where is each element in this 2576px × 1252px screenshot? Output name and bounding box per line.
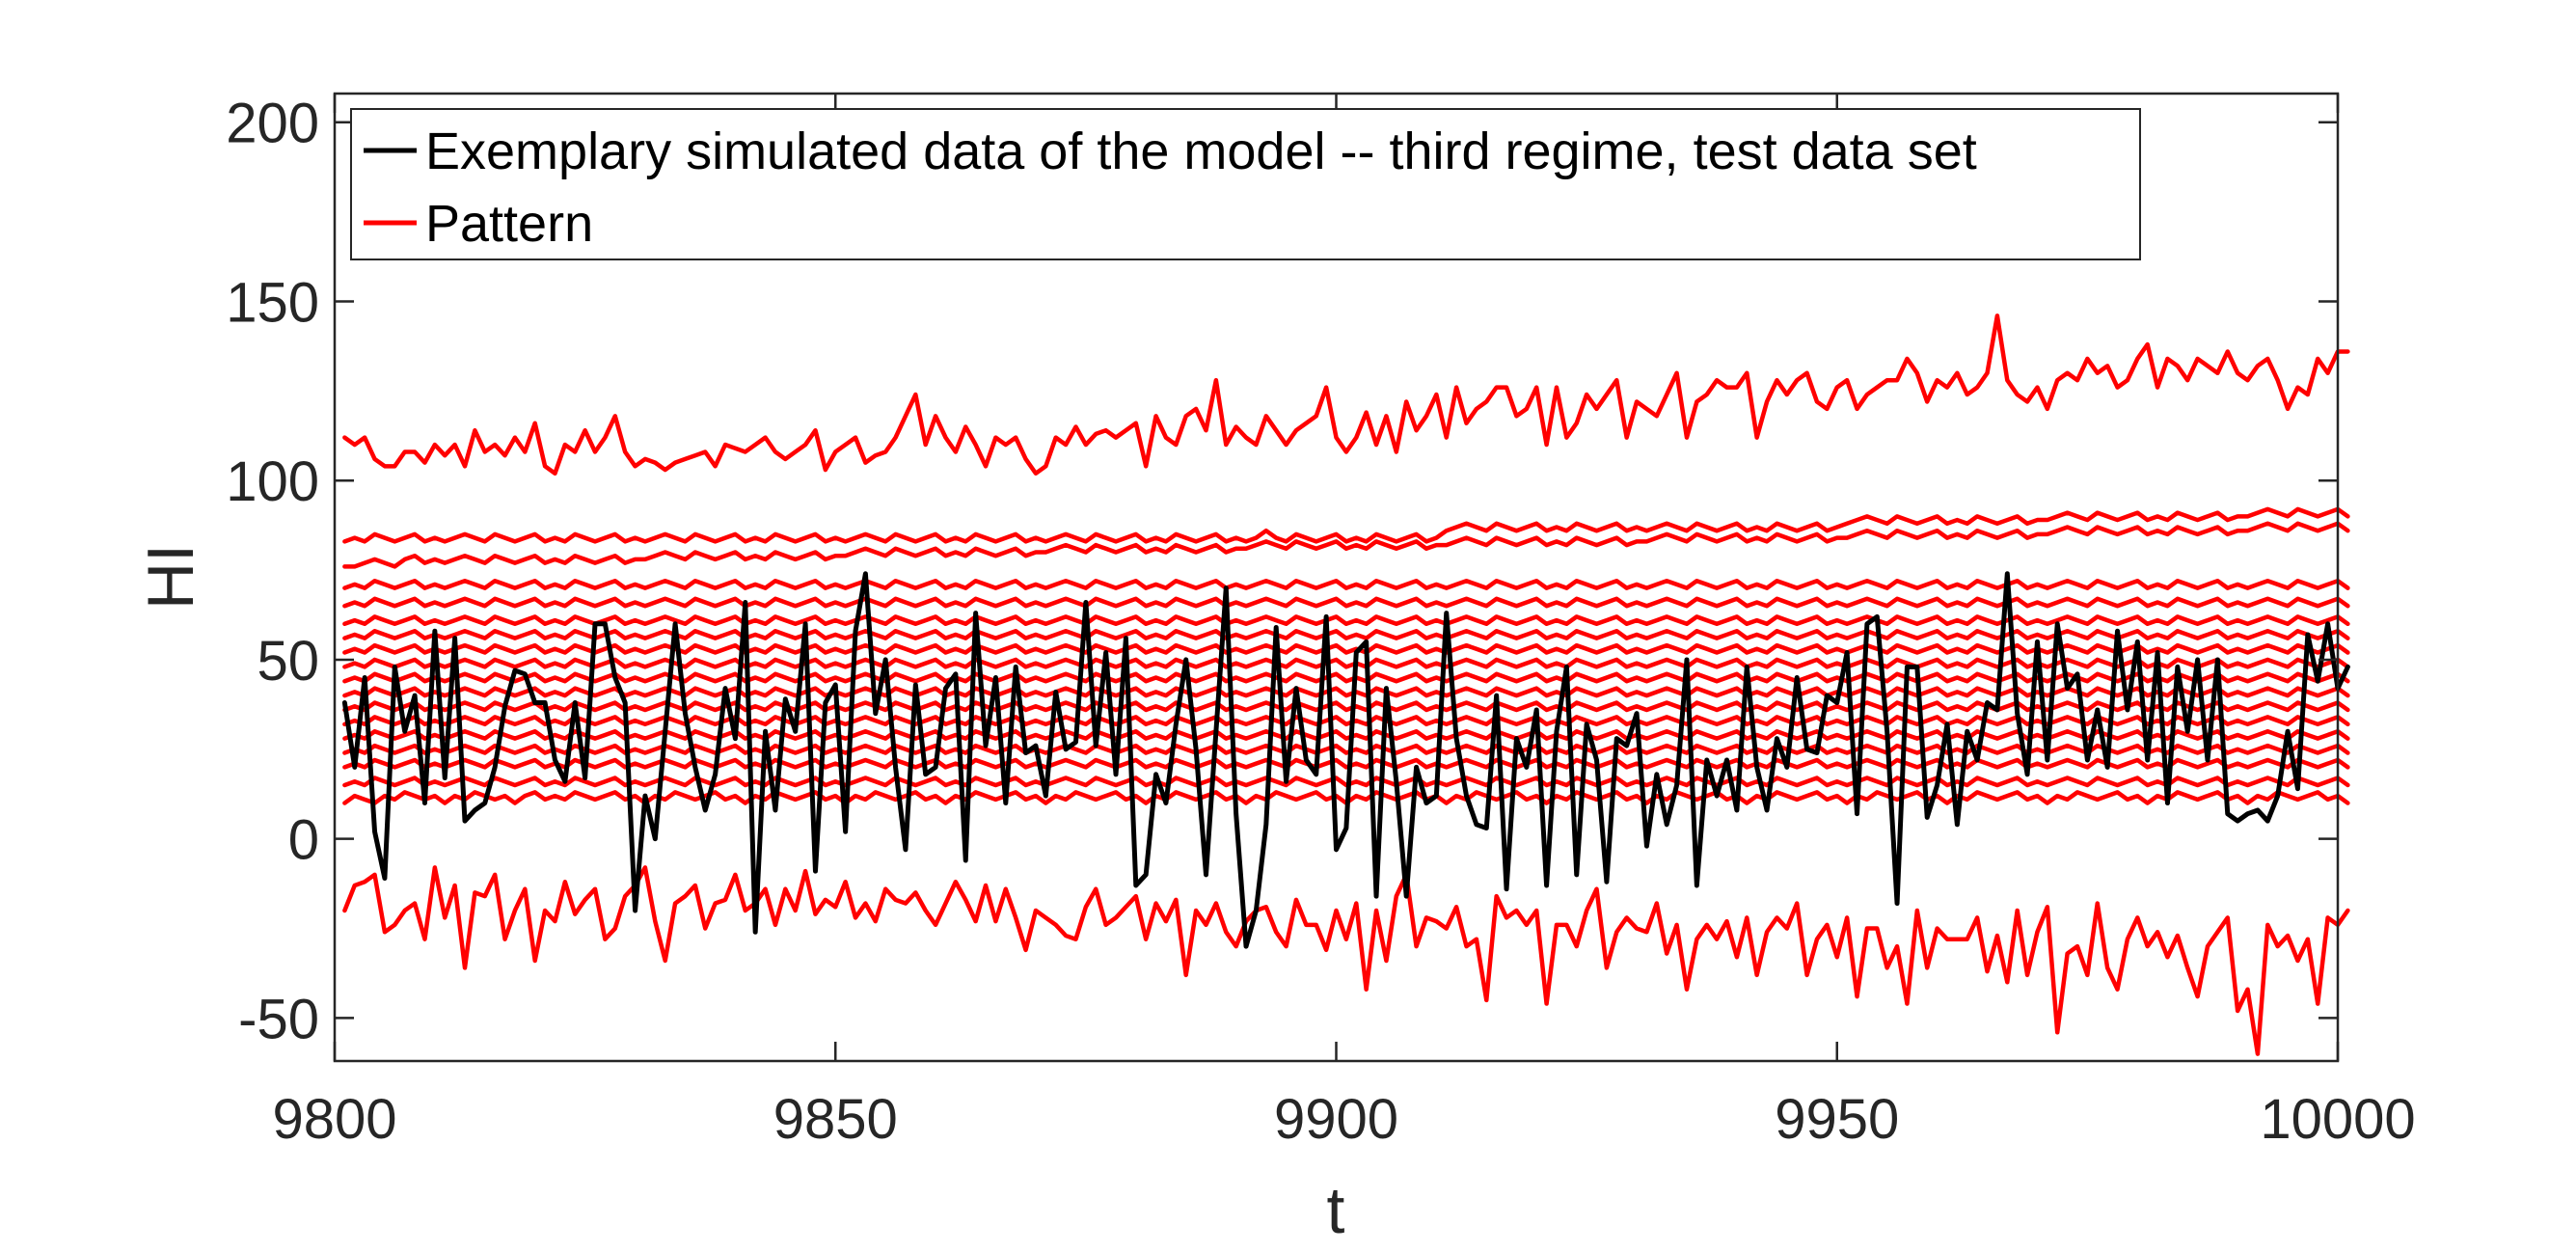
pattern-line-7 bbox=[342, 728, 2350, 741]
x-tick-label: 10000 bbox=[2260, 1088, 2415, 1151]
legend-box bbox=[350, 108, 2141, 260]
y-tick-label: 50 bbox=[257, 630, 319, 693]
pattern-line-4 bbox=[342, 776, 2350, 788]
legend-label-simulated: Exemplary simulated data of the model --… bbox=[425, 122, 1977, 180]
y-axis-label: HI bbox=[134, 544, 207, 610]
legend-label-pattern: Pattern bbox=[425, 195, 593, 253]
y-tick-label: -50 bbox=[238, 988, 319, 1050]
pattern-line-9 bbox=[342, 700, 2350, 713]
y-tick-label: 0 bbox=[288, 809, 319, 872]
simulated-line bbox=[341, 571, 2350, 949]
legend: Exemplary simulated data of the model --… bbox=[350, 108, 2141, 260]
pattern-line-2 bbox=[342, 313, 2350, 476]
pattern-line-6 bbox=[342, 743, 2350, 755]
pattern-line-15 bbox=[342, 614, 2350, 627]
x-axis-label: t bbox=[1327, 1174, 1345, 1247]
x-tick-label: 9850 bbox=[773, 1088, 898, 1151]
pattern-line-16 bbox=[342, 596, 2350, 609]
pattern-line-1 bbox=[342, 865, 2350, 1056]
pattern-line-5 bbox=[342, 757, 2350, 770]
y-tick-label: 200 bbox=[226, 93, 319, 155]
pattern-line-8 bbox=[342, 715, 2350, 727]
x-tick-label: 9800 bbox=[272, 1088, 396, 1151]
axis-layer: 9800 9850 9900 9950 10000 -50 0 50 100 150 200 bbox=[226, 93, 2415, 1151]
pattern-line-19 bbox=[342, 506, 2350, 544]
series-layer bbox=[341, 313, 2350, 1056]
pattern-line-17 bbox=[342, 578, 2350, 590]
y-tick-label: 100 bbox=[226, 450, 319, 513]
pattern-line-18 bbox=[342, 521, 2350, 569]
x-tick-label: 9900 bbox=[1274, 1088, 1398, 1151]
y-tick-label: 150 bbox=[226, 271, 319, 334]
x-tick-label: 9950 bbox=[1775, 1088, 1899, 1151]
